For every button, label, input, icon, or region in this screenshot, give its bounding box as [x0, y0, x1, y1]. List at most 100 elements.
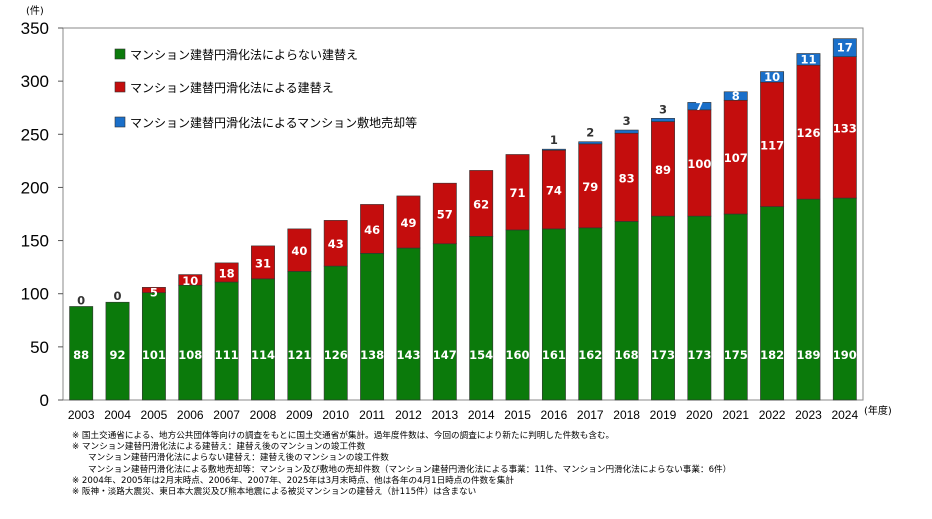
value-label-non-law-rebuild: 173 [651, 348, 675, 362]
x-tick-label: 2015 [504, 408, 531, 422]
x-tick-label: 2024 [831, 408, 858, 422]
value-label-site-sale: 2 [586, 126, 594, 140]
x-tick-label: 2009 [286, 408, 313, 422]
bar-segment-non-law-rebuild [541, 228, 566, 401]
bar-segment-site-sale [832, 38, 857, 57]
value-label-law-rebuild: 79 [582, 180, 598, 194]
bar-segment-law-rebuild [214, 262, 239, 283]
bar-segment-non-law-rebuild [105, 301, 130, 401]
value-label-site-sale: 11 [800, 52, 816, 66]
value-label-non-law-rebuild: 88 [73, 348, 89, 362]
value-label-non-law-rebuild: 160 [506, 348, 530, 362]
footnote: マンション建替円滑化法による敷地売却等：マンション及び敷地の売却件数（マンション… [88, 464, 732, 475]
value-label-law-rebuild: 126 [796, 126, 820, 140]
bar-segment-non-law-rebuild [687, 215, 712, 401]
value-label-non-law-rebuild: 189 [796, 348, 820, 362]
value-label-law-rebuild: 62 [473, 197, 489, 211]
value-label-law-rebuild: 43 [328, 237, 344, 251]
bar-segment-site-sale [578, 141, 603, 145]
bar-segment-law-rebuild [505, 154, 530, 231]
value-label-site-sale: 10 [764, 70, 780, 84]
value-label-law-rebuild: 0 [114, 289, 122, 303]
x-tick-label: 2010 [322, 408, 349, 422]
bar-segment-site-sale [760, 71, 785, 83]
value-label-law-rebuild: 71 [510, 186, 526, 200]
value-label-law-rebuild: 40 [291, 244, 307, 258]
value-label-site-sale: 3 [623, 114, 631, 128]
bar-segment-law-rebuild [323, 220, 348, 267]
bar-segment-non-law-rebuild [251, 278, 275, 401]
bar-segment-law-rebuild [360, 204, 385, 254]
bar-segment-non-law-rebuild [760, 206, 785, 401]
value-label-law-rebuild: 57 [437, 207, 453, 221]
bar-segment-non-law-rebuild [796, 198, 821, 401]
footnote: ※ マンション建替円滑化法による建替え：建替え後のマンションの竣工件数 [72, 442, 366, 453]
bar-segment-non-law-rebuild [832, 197, 857, 401]
y-tick-label: 50 [30, 338, 49, 357]
value-label-non-law-rebuild: 111 [215, 348, 239, 362]
legend-swatch [114, 81, 126, 93]
bar-segment-non-law-rebuild [505, 229, 530, 401]
y-tick-label: 100 [21, 285, 49, 304]
x-tick-label: 2016 [541, 408, 568, 422]
value-label-non-law-rebuild: 114 [251, 348, 275, 362]
bar-segment-law-rebuild [432, 182, 457, 245]
footnote: ※ 国土交通省による、地方公共団体等向けの調査をもとに国土交通省が集計。過年度件… [72, 431, 615, 441]
bar-segment-non-law-rebuild [651, 215, 675, 401]
value-label-site-sale: 8 [732, 89, 740, 103]
value-label-law-rebuild: 133 [833, 121, 857, 135]
y-tick-label: 300 [21, 72, 49, 91]
bar-segment-law-rebuild [396, 195, 421, 249]
bar-segment-non-law-rebuild [469, 236, 494, 401]
y-axis-ticks: 0 50 100 150 200 250 300 350 [21, 19, 63, 410]
value-label-non-law-rebuild: 126 [324, 348, 348, 362]
x-tick-label: 2020 [686, 408, 713, 422]
value-label-non-law-rebuild: 138 [360, 348, 384, 362]
bar-segment-site-sale [723, 91, 748, 101]
y-axis-unit: (件) [26, 5, 44, 17]
bar-segment-law-rebuild [469, 170, 494, 237]
footnote: ※ 阪神・淡路大震災、東日本大震災及び熊本地震による被災マンションの建替え（計1… [72, 487, 477, 498]
bar-segment-non-law-rebuild [396, 247, 421, 401]
value-label-non-law-rebuild: 175 [724, 348, 748, 362]
value-label-law-rebuild: 18 [219, 266, 235, 280]
legend-swatch [114, 48, 126, 60]
bar-segment-site-sale [541, 148, 566, 151]
y-tick-label: 200 [21, 178, 49, 197]
y-tick-label: 0 [40, 391, 49, 410]
bar-segment-non-law-rebuild [141, 292, 166, 401]
y-tick-label: 350 [21, 19, 49, 38]
value-label-non-law-rebuild: 162 [578, 348, 602, 362]
value-label-law-rebuild: 49 [400, 216, 416, 230]
footnote: ※ 2004年、2005年は2月末時点、2006年、2007年、2025年は3月… [72, 475, 514, 486]
x-tick-label: 2021 [722, 408, 749, 422]
value-label-non-law-rebuild: 147 [433, 348, 457, 362]
value-label-law-rebuild: 83 [619, 171, 635, 185]
x-tick-label: 2004 [104, 408, 131, 422]
x-tick-label: 2011 [359, 408, 385, 422]
bar-segment-law-rebuild [178, 274, 203, 286]
value-label-non-law-rebuild: 143 [396, 348, 420, 362]
value-label-non-law-rebuild: 121 [287, 348, 311, 362]
bar-segment-site-sale [796, 53, 821, 66]
value-label-non-law-rebuild: 168 [615, 348, 639, 362]
x-tick-label: 2018 [613, 408, 640, 422]
bars [69, 38, 857, 401]
x-tick-label: 2007 [213, 408, 240, 422]
bar-segment-non-law-rebuild [69, 306, 94, 401]
footnote: マンション建替円滑化法によらない建替え：建替え後のマンションの竣工件数 [88, 453, 389, 464]
x-tick-label: 2005 [141, 408, 168, 422]
value-label-law-rebuild: 117 [760, 138, 784, 152]
value-label-law-rebuild: 107 [724, 151, 748, 165]
value-label-law-rebuild: 0 [77, 293, 85, 307]
bar-segment-law-rebuild [251, 245, 275, 280]
value-label-non-law-rebuild: 108 [178, 348, 202, 362]
x-tick-label: 2019 [650, 408, 677, 422]
x-tick-label: 2017 [577, 408, 604, 422]
value-label-non-law-rebuild: 154 [469, 348, 493, 362]
value-label-non-law-rebuild: 190 [833, 348, 857, 362]
bar-segment-non-law-rebuild [578, 227, 603, 401]
bar-segment-law-rebuild [287, 228, 312, 272]
x-tick-label: 2003 [68, 408, 95, 422]
